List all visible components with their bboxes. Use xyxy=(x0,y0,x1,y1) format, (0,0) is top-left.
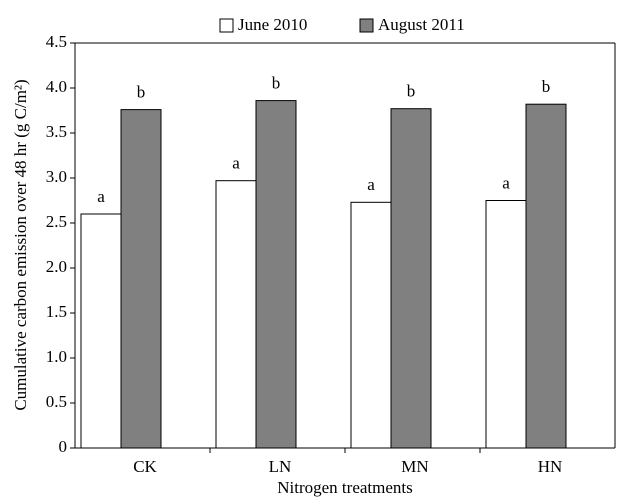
bar xyxy=(525,103,567,449)
x-tick-label: HN xyxy=(538,457,563,476)
y-tick-label: 4.0 xyxy=(46,77,67,96)
y-tick-label: 1.0 xyxy=(46,347,67,366)
bar xyxy=(120,109,162,449)
y-tick-label: 3.0 xyxy=(46,167,67,186)
bar xyxy=(255,100,297,449)
y-tick-label: 2.0 xyxy=(46,257,67,276)
x-tick-label: MN xyxy=(401,457,428,476)
x-tick-label: CK xyxy=(133,457,157,476)
bar-annotation: b xyxy=(137,83,146,102)
bar-annotation: a xyxy=(97,187,105,206)
y-tick-label: 0 xyxy=(59,437,68,456)
bar xyxy=(390,108,432,449)
bar xyxy=(485,200,527,449)
x-axis-label: Nitrogen treatments xyxy=(277,478,413,497)
legend-swatch xyxy=(219,18,234,33)
y-tick-label: 3.5 xyxy=(46,122,67,141)
y-tick-label: 0.5 xyxy=(46,392,67,411)
x-tick-label: LN xyxy=(269,457,292,476)
bar xyxy=(350,201,392,449)
bar-annotation: a xyxy=(367,175,375,194)
legend-label: August 2011 xyxy=(378,15,465,34)
bar-annotation: a xyxy=(502,173,510,192)
y-tick-label: 2.5 xyxy=(46,212,67,231)
bar-annotation: b xyxy=(272,74,281,93)
bar xyxy=(80,213,122,449)
legend-swatch xyxy=(359,18,374,33)
y-tick-label: 4.5 xyxy=(46,32,67,51)
bar-annotation: b xyxy=(407,82,416,101)
bar xyxy=(215,180,257,449)
legend-label: June 2010 xyxy=(238,15,307,34)
y-axis-label: Cumulative carbon emission over 48 hr (g… xyxy=(11,79,30,410)
y-tick-label: 1.5 xyxy=(46,302,67,321)
bar-annotation: b xyxy=(542,77,551,96)
bar-annotation: a xyxy=(232,154,240,173)
